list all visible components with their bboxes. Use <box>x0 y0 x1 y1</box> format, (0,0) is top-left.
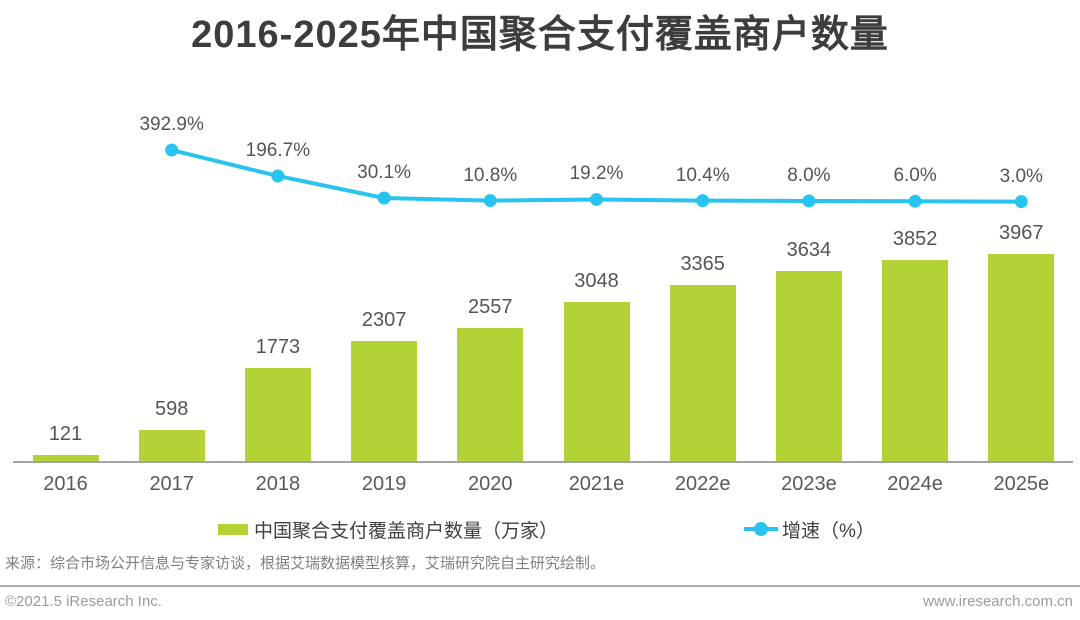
bar <box>882 259 949 461</box>
growth-point-label: 30.1% <box>357 162 412 184</box>
x-axis-label: 2024e <box>887 473 943 495</box>
growth-point-label: 8.0% <box>787 164 831 186</box>
footer-website: www.iresearch.com.cn <box>922 593 1073 610</box>
line-legend-label: 增速（%） <box>782 520 875 542</box>
growth-point-label: 19.2% <box>569 163 624 185</box>
growth-dot <box>271 169 285 183</box>
bar <box>351 340 418 461</box>
bar-value-label: 2557 <box>468 295 513 318</box>
growth-point-label: 6.0% <box>893 165 937 187</box>
growth-dot <box>908 194 922 208</box>
bar-legend-swatch <box>218 523 248 535</box>
x-axis-label: 2025e <box>993 473 1050 495</box>
footer-copyright: ©2021.5 iResearch Inc. <box>5 593 162 610</box>
bar <box>138 429 205 461</box>
x-axis-label: 2023e <box>781 473 837 495</box>
bar <box>988 253 1055 461</box>
growth-point-label: 196.7% <box>245 139 311 161</box>
bar <box>563 301 630 461</box>
chart-title: 2016-2025年中国聚合支付覆盖商户数量 <box>191 14 889 56</box>
growth-dot <box>377 191 391 205</box>
x-axis-label: 2020 <box>468 473 513 495</box>
footer-divider <box>0 585 1080 587</box>
legend-item-line: 增速（%） <box>744 517 875 542</box>
growth-point-label: 392.9% <box>139 114 204 136</box>
bar-value-label: 1773 <box>255 336 301 359</box>
bar-value-label: 121 <box>48 422 83 445</box>
growth-point-label: 10.8% <box>463 164 518 186</box>
bar-value-label: 3365 <box>680 253 725 276</box>
x-axis-label: 2017 <box>149 473 194 495</box>
growth-dot <box>483 194 497 208</box>
x-axis-label: 2021e <box>568 473 625 495</box>
growth-dot <box>802 194 816 208</box>
bar <box>775 271 842 461</box>
growth-dot <box>696 194 710 208</box>
x-axis-label: 2022e <box>674 473 731 495</box>
line-legend-dot <box>754 522 768 536</box>
bar <box>244 368 311 461</box>
growth-point-label: 10.4% <box>675 164 730 186</box>
bar-legend-label: 中国聚合支付覆盖商户数量（万家） <box>254 520 559 542</box>
bar-value-label: 598 <box>155 397 189 420</box>
bar <box>669 285 736 461</box>
growth-point-label: 3.0% <box>999 165 1043 187</box>
x-axis-line <box>13 461 1073 463</box>
source-note: 来源：综合市场公开信息与专家访谈，根据艾瑞数据模型核算，艾瑞研究院自主研究绘制。 <box>5 555 606 572</box>
bar-value-label: 3634 <box>786 239 832 262</box>
x-axis-label: 2019 <box>361 473 407 495</box>
line-legend-marker <box>744 522 778 536</box>
x-axis-label: 2016 <box>43 473 88 495</box>
bar-value-label: 2307 <box>361 308 407 331</box>
bar-value-label: 3852 <box>892 227 938 250</box>
bar <box>457 327 524 461</box>
growth-dot <box>165 143 179 157</box>
bar-value-label: 3048 <box>574 269 619 292</box>
growth-dot <box>1014 195 1028 209</box>
x-axis-label: 2018 <box>255 473 301 495</box>
growth-dot <box>590 192 603 206</box>
bar <box>32 454 99 461</box>
legend-item-bar: 中国聚合支付覆盖商户数量（万家） <box>218 517 559 542</box>
bar-value-label: 3967 <box>999 221 1044 244</box>
